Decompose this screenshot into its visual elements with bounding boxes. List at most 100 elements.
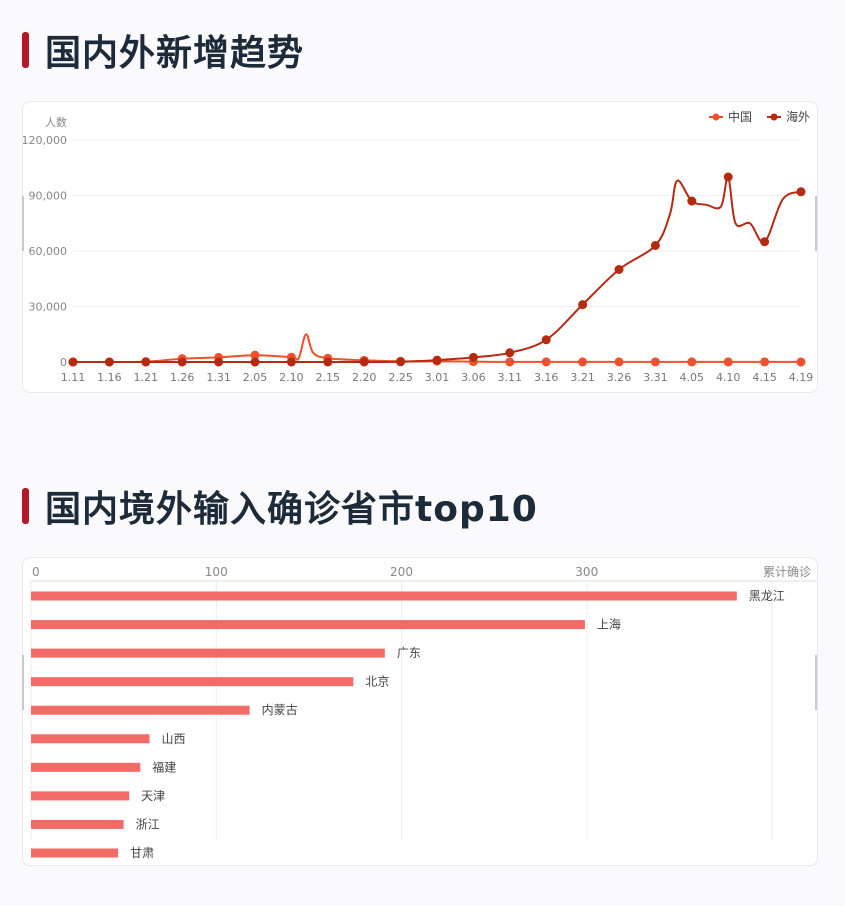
import-chart-card: 0 100 200 300 累计确诊黑龙江上海广东北京内蒙古山西福建天津浙江甘肃 — [22, 557, 818, 866]
x-tick-label: 3.06 — [461, 371, 486, 384]
china-data-point — [578, 357, 588, 367]
overseas-data-point — [541, 335, 551, 345]
china-data-point — [687, 357, 697, 367]
y-tick-label: 60,000 — [29, 245, 68, 258]
x-tick-label: 1.31 — [206, 371, 231, 384]
china-legend-label: 中国 — [728, 109, 752, 124]
overseas-data-point — [796, 187, 806, 197]
overseas-data-point — [578, 300, 588, 310]
overseas-data-point — [359, 357, 369, 367]
bar-category-label: 内蒙古 — [262, 702, 298, 717]
overseas-data-point — [141, 357, 151, 367]
china-data-point — [505, 357, 515, 367]
x-tick-label: 2.15 — [316, 371, 341, 384]
scroll-edge-left — [22, 196, 24, 251]
overseas-data-point — [68, 357, 78, 367]
scroll-edge-right — [815, 655, 817, 710]
x-tick-label: 3.21 — [570, 371, 595, 384]
bar-category-label: 山西 — [162, 732, 186, 746]
x-tick-label: 200 — [390, 565, 413, 579]
y-tick-label: 90,000 — [29, 190, 68, 203]
overseas-data-point — [177, 357, 187, 367]
bar — [31, 848, 119, 858]
bar-category-label: 上海 — [597, 617, 621, 632]
bar-category-label: 甘肃 — [130, 846, 154, 860]
overseas-data-point — [614, 265, 624, 274]
bar — [31, 648, 385, 658]
overseas-data-point — [104, 357, 114, 367]
x-tick-label: 2.25 — [388, 371, 413, 384]
scroll-edge-left — [22, 655, 24, 710]
x-axis-label: 累计确诊 — [763, 565, 811, 579]
x-tick-label: 4.15 — [752, 371, 777, 384]
x-tick-label: 4.05 — [680, 371, 705, 384]
china-data-point — [541, 357, 551, 367]
bar — [31, 819, 124, 829]
overseas-data-point — [323, 357, 333, 367]
x-tick-label: 1.21 — [134, 371, 159, 384]
y-axis-label: 人数 — [45, 116, 67, 129]
x-tick-label: 3.26 — [607, 371, 632, 384]
x-tick-label: 2.20 — [352, 371, 377, 384]
trend-section-header: 国内外新增趋势 — [22, 24, 304, 76]
overseas-data-point — [396, 357, 406, 367]
bar — [31, 791, 130, 801]
y-tick-label: 30,000 — [29, 301, 68, 314]
x-tick-label: 3.31 — [643, 371, 668, 384]
trend-line-chart[interactable]: 0 30,000 60,000 90,000 120,000 人数 1.11 1.16 1.21… — [23, 102, 817, 392]
overseas-data-point — [214, 357, 224, 367]
x-tick-label: 0 — [32, 565, 40, 579]
bar — [31, 620, 585, 630]
overseas-data-point — [760, 237, 770, 247]
overseas-series-line — [73, 175, 802, 364]
x-tick-label: 4.10 — [716, 371, 741, 384]
scroll-edge-right — [815, 196, 817, 251]
bar-category-label: 浙江 — [136, 817, 160, 831]
bar — [31, 591, 737, 601]
bar-category-label: 福建 — [152, 759, 176, 774]
bar — [31, 677, 354, 687]
overseas-legend-label: 海外 — [786, 109, 810, 124]
x-tick-label: 4.19 — [789, 371, 814, 384]
x-tick-label: 1.11 — [61, 371, 86, 384]
bar-category-label: 北京 — [365, 675, 389, 689]
overseas-data-point — [687, 196, 697, 206]
trend-chart-card: 0 30,000 60,000 90,000 120,000 人数 1.11 1.16 1.21… — [22, 101, 818, 393]
china-legend-marker — [712, 113, 720, 121]
x-tick-label: 2.10 — [279, 371, 304, 384]
x-tick-label: 1.16 — [97, 371, 122, 384]
bar — [31, 762, 141, 772]
x-tick-label: 3.01 — [425, 371, 450, 384]
x-tick-label: 1.26 — [170, 371, 195, 384]
import-section-title: 国内境外输入确诊省市top10 — [45, 489, 538, 530]
x-tick-label: 300 — [575, 565, 598, 579]
overseas-data-point — [250, 357, 260, 367]
section-accent-bar — [22, 488, 29, 524]
china-data-point — [250, 350, 260, 360]
overseas-legend-marker — [770, 113, 778, 121]
overseas-data-point — [286, 357, 296, 367]
x-tick-label: 3.11 — [498, 371, 523, 384]
bar — [31, 705, 250, 715]
x-tick-label: 2.05 — [243, 371, 268, 384]
y-tick-label: 0 — [60, 356, 67, 369]
x-tick-label: 3.16 — [534, 371, 559, 384]
china-data-point — [614, 357, 624, 367]
bar — [31, 734, 150, 744]
overseas-data-point — [650, 240, 660, 250]
trend-section-title: 国内外新增趋势 — [45, 33, 305, 74]
x-tick-label: 100 — [205, 565, 228, 579]
overseas-data-point — [505, 348, 515, 358]
bar-category-label: 黑龙江 — [749, 589, 785, 603]
overseas-data-point — [468, 352, 478, 362]
overseas-data-point — [432, 355, 442, 365]
china-data-point — [760, 357, 770, 367]
y-tick-label: 120,000 — [23, 134, 67, 147]
section-accent-bar — [22, 32, 29, 68]
china-data-point — [796, 357, 806, 367]
bar-category-label: 广东 — [397, 646, 421, 660]
overseas-data-point — [723, 172, 733, 182]
bar-category-label: 天津 — [141, 789, 165, 803]
china-data-point — [650, 357, 660, 367]
